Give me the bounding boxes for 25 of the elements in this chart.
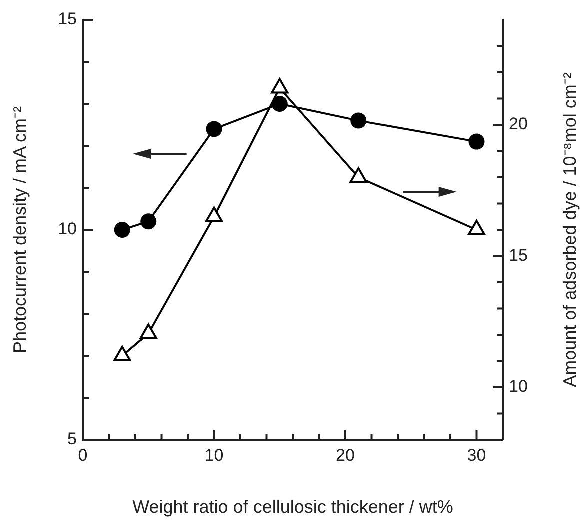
- point: [350, 168, 368, 183]
- y-tick-label: 15: [58, 10, 77, 29]
- point: [468, 134, 485, 150]
- y-axis-title: Photocurrent density / mA cm⁻²: [10, 106, 30, 354]
- point: [271, 78, 289, 94]
- point: [206, 121, 222, 138]
- point: [114, 222, 130, 238]
- y-tick-label: 10: [58, 220, 77, 239]
- x-tick-label: 10: [204, 446, 224, 465]
- x-tick-label: 20: [336, 446, 355, 465]
- point: [272, 96, 288, 112]
- y2-tick-label: 20: [509, 114, 528, 134]
- y2-tick-label: 10: [509, 377, 528, 396]
- x-tick-label: 0: [78, 446, 88, 465]
- point: [140, 324, 158, 340]
- y2-axis-title: Amount of adsorbed dye / 10⁻⁸mol cm⁻²: [560, 72, 580, 388]
- y2-tick-label: 15: [509, 246, 528, 265]
- x-tick-label: 30: [467, 446, 486, 465]
- point: [350, 112, 367, 129]
- point: [140, 214, 157, 230]
- x-axis-title: Weight ratio of cellulosic thickener / wt%: [132, 497, 454, 518]
- point: [468, 220, 486, 236]
- point: [205, 206, 224, 222]
- point: [114, 346, 132, 362]
- y-tick-label: 5: [68, 430, 77, 449]
